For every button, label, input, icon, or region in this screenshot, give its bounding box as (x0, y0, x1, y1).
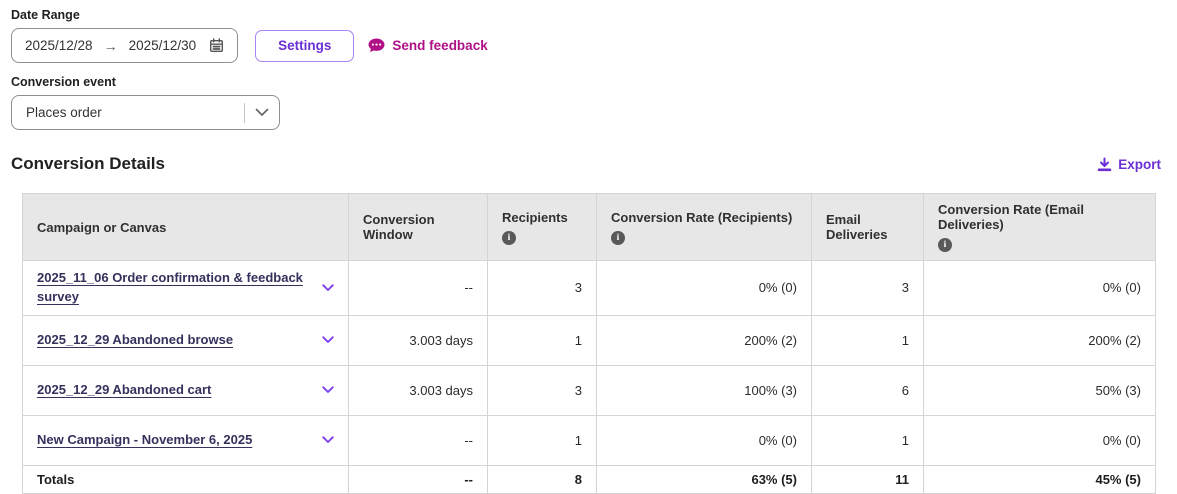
export-button[interactable]: Export (1097, 157, 1161, 172)
conversion-event-filter: Conversion event Places order (0, 75, 1177, 130)
calendar-icon[interactable] (209, 38, 224, 53)
chevron-down-icon[interactable] (322, 386, 334, 394)
recipients-value: 3 (487, 364, 597, 416)
chevron-down-icon[interactable] (245, 108, 279, 117)
col-email-deliveries: Email Deliveries (811, 193, 924, 261)
column-label: Email Deliveries (826, 212, 888, 242)
recipients-value: 3 (487, 260, 597, 316)
conversion-event-select[interactable]: Places order (11, 95, 280, 130)
send-feedback-link[interactable]: Send feedback (368, 38, 488, 53)
totals-row: Totals -- 8 63% (5) 11 45% (5) (22, 464, 1156, 494)
send-feedback-label: Send feedback (392, 38, 488, 53)
rate-recipients-value: 0% (0) (596, 260, 812, 316)
info-icon[interactable] (938, 238, 952, 252)
rate-email-deliveries-value: 0% (0) (923, 414, 1156, 466)
rate-recipients-value: 0% (0) (596, 414, 812, 466)
campaign-link[interactable]: 2025_11_06 Order confirmation & feedback… (37, 270, 303, 304)
email-deliveries-value: 3 (811, 260, 924, 316)
recipients-value: 1 (487, 314, 597, 366)
rate-recipients-value: 200% (2) (596, 314, 812, 366)
totals-email-deliveries: 11 (811, 464, 924, 494)
speech-bubble-icon (368, 38, 385, 53)
info-icon[interactable] (611, 230, 625, 245)
download-icon (1097, 157, 1112, 172)
recipients-value: 1 (487, 414, 597, 466)
column-label: Campaign or Canvas (37, 219, 167, 235)
page-title: Conversion Details (11, 154, 165, 173)
table-row: 2025_11_06 Order confirmation & feedback… (22, 260, 1156, 316)
column-label: Recipients (502, 209, 568, 225)
totals-conversion-window: -- (348, 464, 488, 494)
table-row: 2025_12_29 Abandoned cart 3.003 days 3 1… (22, 364, 1156, 416)
conversion-window-value: -- (348, 414, 488, 466)
col-recipients: Recipients (487, 193, 597, 261)
col-conversion-rate-recipients: Conversion Rate (Recipients) (596, 193, 812, 261)
chevron-down-icon[interactable] (322, 336, 334, 344)
column-label: Conversion Rate (Recipients) (611, 209, 793, 225)
date-end-value: 2025/12/30 (128, 38, 197, 53)
rate-recipients-value: 100% (3) (596, 364, 812, 416)
totals-rate-recipients: 63% (5) (596, 464, 812, 494)
settings-button[interactable]: Settings (255, 29, 355, 62)
date-range-label: Date Range (11, 8, 80, 22)
select-divider (244, 102, 245, 123)
email-deliveries-value: 6 (811, 364, 924, 416)
col-conversion-window: Conversion Window (348, 193, 488, 261)
conversion-window-value: -- (348, 260, 488, 316)
column-label: Conversion Rate (Email Deliveries) (938, 202, 1084, 232)
email-deliveries-value: 1 (811, 314, 924, 366)
section-header: Conversion Details Export (11, 154, 1161, 174)
campaign-link[interactable]: New Campaign - November 6, 2025 (37, 431, 253, 447)
totals-label: Totals (22, 464, 349, 494)
col-campaign-or-canvas: Campaign or Canvas (22, 193, 349, 261)
info-icon[interactable] (502, 230, 516, 245)
conversion-event-value: Places order (26, 105, 102, 120)
date-start-value: 2025/12/28 (25, 38, 93, 53)
column-label: Conversion Window (363, 212, 435, 242)
conversion-window-value: 3.003 days (348, 314, 488, 366)
filters-row: 2025/12/28 → 2025/12/30 Settings (11, 28, 1177, 63)
arrow-right-icon: → (103, 37, 118, 54)
campaign-link[interactable]: 2025_12_29 Abandoned cart (37, 381, 212, 397)
date-range-input[interactable]: 2025/12/28 → 2025/12/30 (11, 28, 239, 63)
conversion-details-table: Campaign or Canvas Conversion Window Rec… (22, 193, 1156, 494)
chevron-down-icon[interactable] (322, 436, 334, 444)
email-deliveries-value: 1 (811, 414, 924, 466)
col-conversion-rate-email-deliveries: Conversion Rate (Email Deliveries) (923, 193, 1156, 261)
table-row: New Campaign - November 6, 2025 -- 1 0% … (22, 414, 1156, 466)
campaign-link[interactable]: 2025_12_29 Abandoned browse (37, 331, 234, 347)
table-header-row: Campaign or Canvas Conversion Window Rec… (22, 193, 1156, 261)
export-label: Export (1118, 156, 1161, 172)
totals-rate-email-deliveries: 45% (5) (923, 464, 1156, 494)
rate-email-deliveries-value: 200% (2) (923, 314, 1156, 366)
rate-email-deliveries-value: 50% (3) (923, 364, 1156, 416)
rate-email-deliveries-value: 0% (0) (923, 260, 1156, 316)
table-row: 2025_12_29 Abandoned browse 3.003 days 1… (22, 314, 1156, 366)
chevron-down-icon[interactable] (322, 284, 334, 292)
totals-recipients: 8 (487, 464, 597, 494)
conversion-window-value: 3.003 days (348, 364, 488, 416)
conversion-event-label: Conversion event (11, 75, 116, 89)
